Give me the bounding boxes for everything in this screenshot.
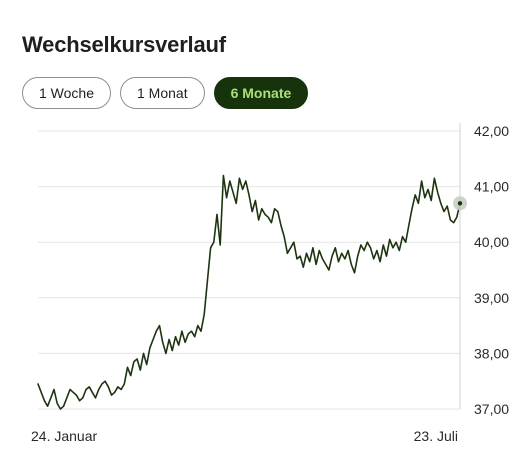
y-tick-label: 42,00 xyxy=(474,123,509,139)
y-tick-label: 39,00 xyxy=(474,290,509,306)
y-tick-label: 41,00 xyxy=(474,179,509,195)
tab-1-week[interactable]: 1 Woche xyxy=(22,77,111,109)
tab-1-month[interactable]: 1 Monat xyxy=(120,77,205,109)
series-line xyxy=(37,174,461,410)
x-tick-label: 24. Januar xyxy=(31,428,97,444)
range-tabs: 1 Woche 1 Monat 6 Monate xyxy=(22,77,309,109)
page-title: Wechselkursverlauf xyxy=(22,32,226,57)
tab-6-months[interactable]: 6 Monate xyxy=(213,77,309,109)
endpoint-dot xyxy=(457,201,463,206)
x-tick-label: 23. Juli xyxy=(414,428,458,444)
y-tick-label: 38,00 xyxy=(474,345,509,361)
y-tick-label: 40,00 xyxy=(474,234,509,250)
y-tick-label: 37,00 xyxy=(474,401,509,417)
